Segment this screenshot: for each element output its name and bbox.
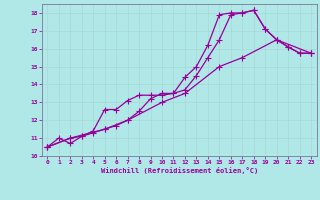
X-axis label: Windchill (Refroidissement éolien,°C): Windchill (Refroidissement éolien,°C) (100, 167, 258, 174)
